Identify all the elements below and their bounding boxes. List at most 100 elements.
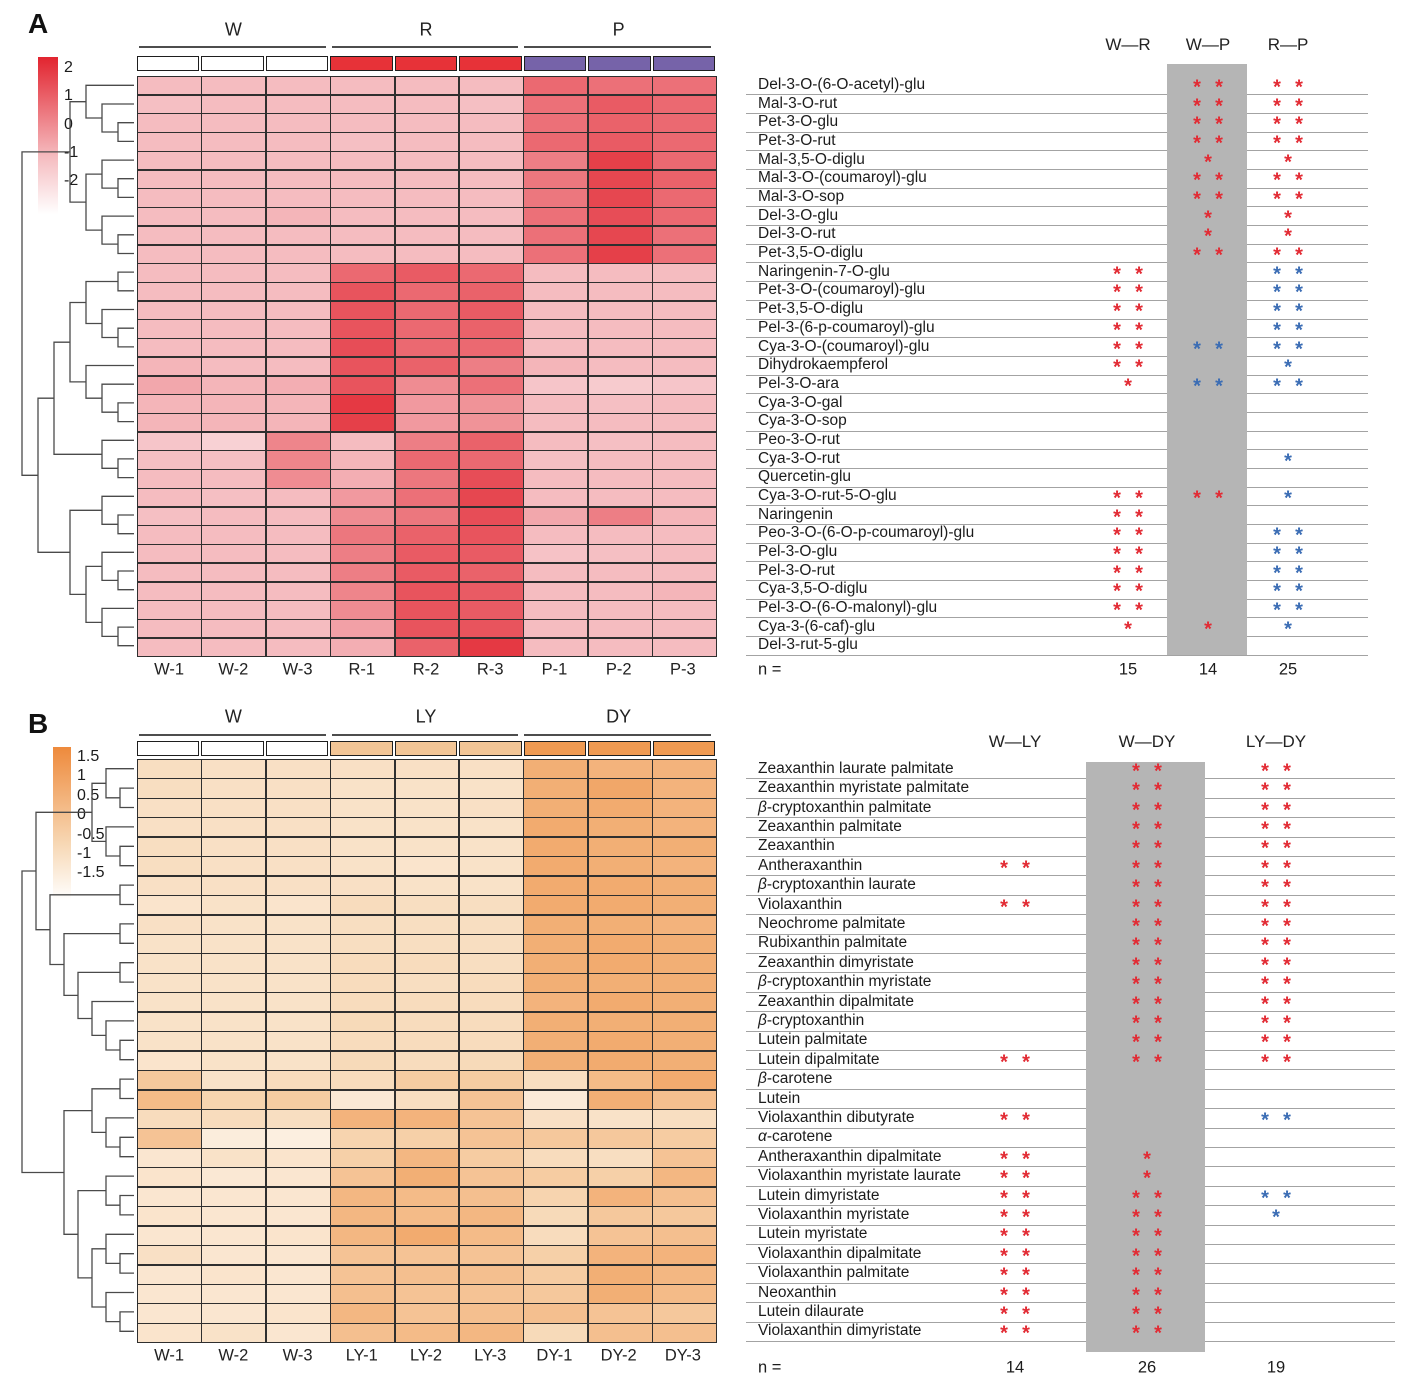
heatmap-cell: [138, 1051, 201, 1070]
significance-star: *: [1135, 281, 1143, 304]
heatmap-cell: [202, 620, 266, 638]
heatmap-cell: [138, 1265, 201, 1284]
table-row-separator: [746, 225, 1368, 227]
heatmap-cell: [588, 1207, 652, 1226]
significance-star: *: [1000, 1322, 1008, 1345]
significance-star: *: [1000, 856, 1008, 879]
heatmap-cell: [395, 189, 459, 207]
table-row-separator: [746, 1282, 1395, 1284]
heatmap-cell: [331, 1012, 395, 1031]
significance-star: *: [1261, 837, 1269, 860]
significance-star: *: [1022, 1244, 1030, 1267]
table-row-separator: [746, 1108, 1395, 1110]
table-row-separator: [746, 393, 1368, 395]
significance-star: *: [1132, 1322, 1140, 1345]
significance-star: *: [1283, 1050, 1291, 1073]
heatmap-cell: [524, 470, 588, 488]
colorkey-tick: -1.5: [77, 864, 105, 882]
heatmap-cell: [459, 638, 523, 657]
heatmap-cell: [524, 837, 588, 856]
heatmap-cell: [331, 1032, 395, 1051]
heatmap-cell: [588, 339, 652, 357]
heatmap-cell: [266, 226, 330, 245]
compound-name: Cya-3-O-(coumaroyl)-glu: [758, 337, 930, 355]
panel-b-label: B: [28, 708, 49, 739]
significance-star: *: [1124, 617, 1132, 640]
table-row-separator: [746, 817, 1395, 819]
heatmap-cell: [266, 451, 330, 469]
heatmap-cell: [331, 818, 395, 837]
heatmap-cell: [395, 837, 459, 856]
compound-name: Naringenin: [758, 505, 833, 523]
significance-star: *: [1000, 1225, 1008, 1248]
heatmap-cell: [524, 1304, 588, 1323]
heatmap-cell: [331, 582, 395, 600]
comparison-header-LY—DY: LY—DY: [1245, 732, 1307, 751]
heatmap-cell: [588, 451, 652, 469]
heatmap-cell: [202, 1265, 266, 1284]
heatmap-cell: [524, 376, 588, 394]
significance-star: *: [1283, 1012, 1291, 1035]
significance-star: *: [1132, 992, 1140, 1015]
significance-star: *: [1204, 150, 1212, 173]
significance-star: *: [1113, 543, 1121, 566]
heatmap-cell: [588, 77, 652, 95]
compound-name: Pel-3-O-(6-O-malonyl)-glu: [758, 599, 938, 617]
heatmap-cell: [202, 95, 266, 114]
heatmap-cell: [331, 432, 395, 451]
heatmap-cell: [459, 133, 523, 151]
heatmap-cell: [524, 779, 588, 798]
heatmap-cell: [459, 1032, 523, 1051]
heatmap-cell: [266, 488, 330, 507]
heatmap-cell: [202, 1168, 266, 1187]
colorkey-gradient-bar: [38, 57, 58, 249]
group-overline-DY: [524, 734, 711, 736]
table-row-separator: [746, 206, 1368, 208]
heatmap-cell: [202, 320, 266, 338]
heatmap-cell: [395, 208, 459, 226]
significance-star: *: [1215, 76, 1223, 99]
heatmap-cell: [202, 1187, 266, 1206]
heatmap-cell: [202, 77, 266, 95]
significance-star: *: [1295, 599, 1303, 622]
heatmap-cell: [138, 545, 201, 563]
heatmap-cell: [459, 1071, 523, 1090]
heatmap-cell: [588, 779, 652, 798]
heatmap-cell: [395, 432, 459, 451]
heatmap-cell: [266, 151, 330, 170]
heatmap-cell: [266, 545, 330, 563]
highlight-band-W—P: [1167, 64, 1247, 655]
significance-star: *: [1132, 1012, 1140, 1035]
heatmap-cell: [202, 376, 266, 394]
table-row-separator: [746, 1224, 1395, 1226]
colorkey-tick: 1: [64, 87, 73, 105]
heatmap-cell: [459, 620, 523, 638]
heatmap-cell: [524, 857, 588, 876]
heatmap-column-label: W-2: [218, 660, 249, 679]
significance-star: *: [1135, 319, 1143, 342]
heatmap-cell: [524, 818, 588, 837]
heatmap-cell: [266, 1246, 330, 1265]
heatmap-cell: [524, 226, 588, 245]
significance-star: *: [1135, 561, 1143, 584]
heatmap-cell: [653, 1226, 716, 1245]
significance-star: *: [1135, 337, 1143, 360]
heatmap-cell: [202, 395, 266, 413]
heatmap-cell: [459, 1051, 523, 1070]
heatmap-cell: [588, 1187, 652, 1206]
heatmap-cell: [524, 582, 588, 600]
heatmap-cell: [459, 1226, 523, 1245]
compound-name: Del-3-rut-5-glu: [758, 636, 858, 654]
heatmap-cell: [588, 1071, 652, 1090]
table-row-separator: [746, 523, 1368, 525]
heatmap-cell: [588, 1168, 652, 1187]
heatmap-cell: [459, 470, 523, 488]
significance-star: *: [1000, 1264, 1008, 1287]
heatmap-cell: [331, 1304, 395, 1323]
significance-star: *: [1261, 934, 1269, 957]
group-overline-W: [139, 734, 326, 736]
compound-name: β-cryptoxanthin palmitate: [758, 798, 932, 816]
heatmap-column-label: R-1: [348, 660, 376, 679]
heatmap-cell: [524, 798, 588, 817]
heatmap-cell: [395, 1110, 459, 1129]
